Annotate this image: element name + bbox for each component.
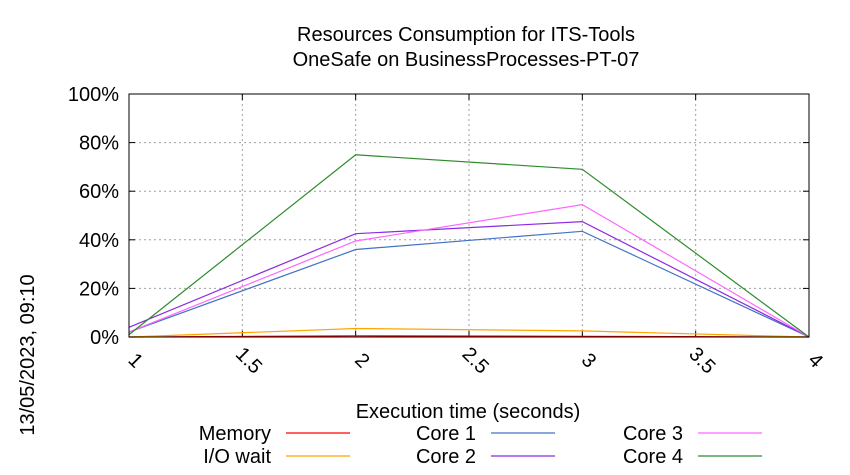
x-tick-label: 3.5 xyxy=(684,343,719,378)
x-tick-labels: 1 1.5 2 2.5 3 3.5 4 xyxy=(124,343,827,378)
y-tick-label: 60% xyxy=(79,181,119,203)
y-tick-label: 0% xyxy=(90,327,119,349)
x-tick-label: 1.5 xyxy=(231,343,266,378)
grid-lines xyxy=(128,93,810,338)
x-tick-label: 2.5 xyxy=(458,343,493,378)
series-line-core-1 xyxy=(128,230,810,338)
series-line-i-o-wait xyxy=(128,327,810,338)
chart-title-line-2: OneSafe on BusinessProcesses-PT-07 xyxy=(293,49,640,71)
series-line-core-4 xyxy=(128,154,810,338)
y-tick-label: 40% xyxy=(79,230,119,252)
y-tick-label: 20% xyxy=(79,278,119,300)
chart-title-line-1: Resources Consumption for ITS-Tools xyxy=(297,24,635,46)
y-tick-labels: 0% 20% 40% 60% 80% 100% xyxy=(68,84,119,349)
legend-label-memory: Memory xyxy=(199,423,271,445)
plot-frame xyxy=(128,93,810,338)
legend-label-core-2: Core 2 xyxy=(416,446,476,468)
series-line-core-2 xyxy=(128,220,810,338)
x-axis-label: Execution time (seconds) xyxy=(356,401,581,423)
series-line-core-3 xyxy=(128,203,810,338)
legend-label-core-3: Core 3 xyxy=(623,423,683,445)
y-tick-label: 80% xyxy=(79,133,119,155)
x-tick-label: 3 xyxy=(577,349,600,372)
x-tick-label: 4 xyxy=(804,349,827,372)
series-lines xyxy=(128,154,810,338)
legend-label-core-4: Core 4 xyxy=(623,446,683,468)
legend-label-i-o-wait: I/O wait xyxy=(203,446,271,468)
legend-label-core-1: Core 1 xyxy=(416,423,476,445)
x-tick-label: 1 xyxy=(124,349,147,372)
x-tick-label: 2 xyxy=(350,349,373,372)
y-tick-label: 100% xyxy=(68,84,119,106)
timestamp-label: 13/05/2023, 09:10 xyxy=(17,274,39,435)
